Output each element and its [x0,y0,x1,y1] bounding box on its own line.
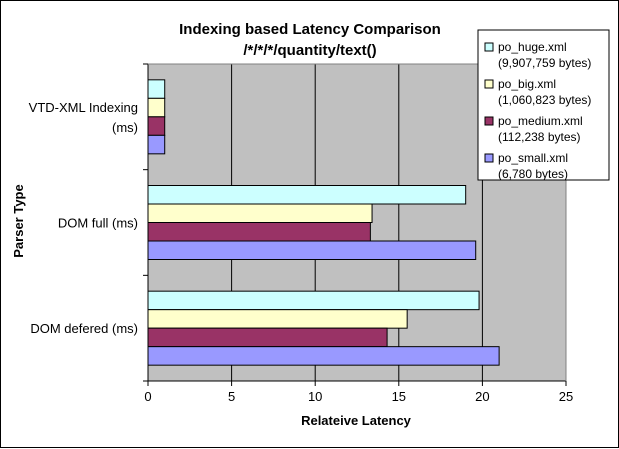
y-tick-label: DOM defered (ms) [30,321,138,336]
y-tick-label: (ms) [112,120,138,135]
bar [147,79,166,99]
legend-box [477,29,610,181]
legend: po_huge.xml (9,907,759 bytes) po_big.xml (1… [477,29,610,181]
x-tick-label: 20 [475,389,489,404]
bar [147,240,477,260]
legend-label: po_medium.xml [498,114,583,128]
bar [147,97,166,118]
legend-swatch [484,79,494,89]
x-tick-label: 10 [308,389,322,404]
legend-detail: (112,238 bytes) [498,130,581,144]
bar [147,346,500,366]
y-tick-label: VTD-XML Indexing [29,100,138,115]
chart-title: Indexing based Latency Comparison [179,21,441,38]
legend-detail: (9,907,759 bytes) [498,56,591,70]
legend-swatch [484,116,494,126]
legend-detail: (6,780 bytes) [498,167,568,181]
legend-detail: (1,060,823 bytes) [498,93,591,107]
bar [147,309,408,329]
bar [147,203,373,223]
bar [147,185,467,205]
legend-label: po_big.xml [498,77,556,91]
y-tick-label: DOM full (ms) [58,216,138,231]
legend-swatch [484,153,494,163]
x-axis-title: Relateive Latency [301,413,412,428]
legend-label: po_huge.xml [498,40,567,54]
bar [147,290,480,311]
bar [147,327,388,348]
chart-subtitle: /*/*/*/quantity/text() [243,42,376,59]
x-tick-label: 5 [228,389,235,404]
axis-ticks: VTD-XML Indexing (ms) DOM full (ms) DOM def… [29,63,573,404]
legend-label: po_small.xml [498,151,568,165]
bar [147,222,371,242]
x-tick-label: 15 [392,389,406,404]
bar [147,116,166,136]
bar [147,134,166,155]
x-tick-label: 0 [144,389,151,404]
x-tick-label: 25 [559,389,573,404]
y-axis-title: Parser Type [11,184,26,257]
legend-swatch [484,42,494,52]
